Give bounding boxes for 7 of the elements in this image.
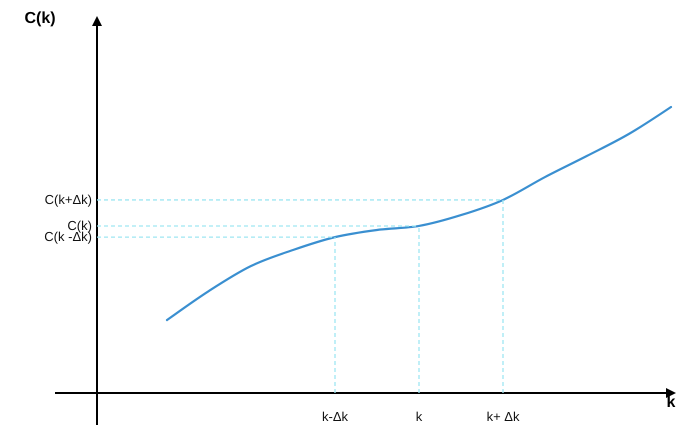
annotation: C(k+Δk) xyxy=(44,192,92,207)
x-axis-title: k xyxy=(666,394,676,411)
x-tick-label: k+ Δk xyxy=(486,409,520,424)
text: C(k) xyxy=(24,10,56,27)
x-tick-label: k-Δk xyxy=(322,409,349,424)
annotation: C(k) xyxy=(67,218,92,233)
x-tick-label: k xyxy=(416,409,423,424)
